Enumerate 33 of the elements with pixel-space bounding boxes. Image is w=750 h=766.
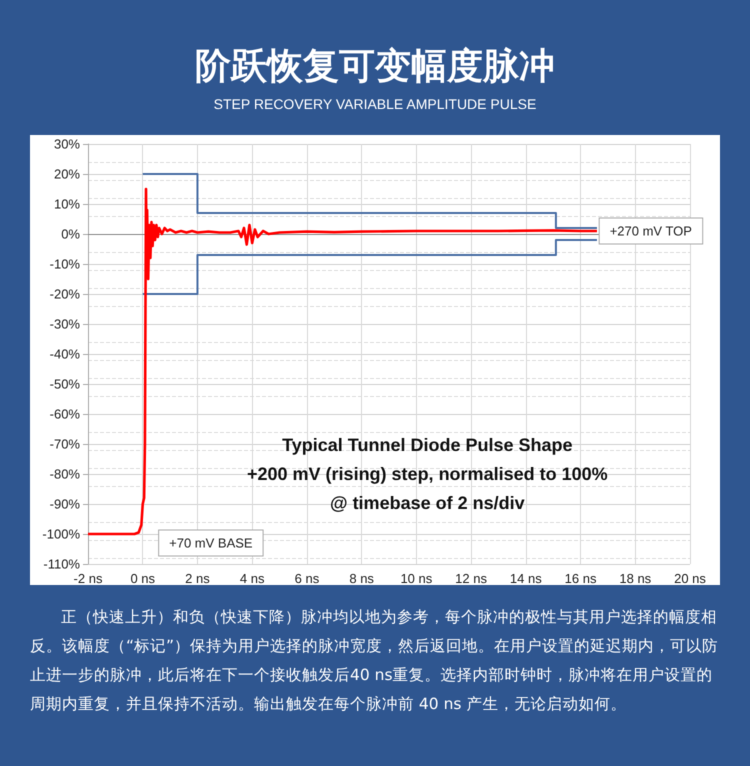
x-tick-label: 6 ns — [294, 571, 320, 586]
y-tick-label: 30% — [54, 136, 80, 152]
x-tick-label: 16 ns — [564, 571, 597, 586]
y-tick-label: -80% — [50, 466, 80, 482]
y-tick-label: -110% — [43, 556, 80, 572]
x-tick-label: -2 ns — [74, 571, 103, 586]
y-tick-label: -60% — [50, 406, 80, 422]
y-tick-label: -40% — [50, 346, 80, 362]
x-tick-label: 10 ns — [400, 571, 433, 586]
y-tick-label: 10% — [54, 196, 80, 212]
x-tick-label: 8 ns — [349, 571, 374, 586]
y-tick-label: -100% — [42, 526, 80, 542]
x-tick-label: 2 ns — [185, 571, 210, 586]
y-tick-label: -20% — [50, 286, 80, 302]
y-tick-label: -90% — [50, 496, 80, 512]
x-tick-label: 14 ns — [510, 571, 542, 586]
chart-subtitle: STEP RECOVERY VARIABLE AMPLITUDE PULSE — [212, 96, 538, 112]
x-tick-label: 0 ns — [130, 571, 156, 586]
y-tick-label: 20% — [54, 166, 80, 182]
x-tick-label: 12 ns — [455, 571, 488, 586]
x-tick-label: 4 ns — [240, 571, 265, 586]
y-tick-label: -70% — [50, 436, 80, 452]
y-tick-label: -50% — [50, 376, 80, 392]
annotation: +270 mV TOP — [610, 224, 692, 238]
x-tick-label: 20 ns — [674, 571, 706, 586]
annotation: +70 mV BASE — [169, 536, 253, 550]
annotation: Typical Tunnel Diode Pulse Shape +200 mV (rising) step, normalised to 100% @ timebase of 2 ns/div — [246, 435, 608, 513]
x-tick-label: 18 ns — [619, 571, 652, 586]
chart-title: 阶跃恢复可变幅度脉冲 — [194, 45, 556, 89]
y-tick-label: -10% — [50, 256, 80, 272]
y-tick-label: -30% — [50, 316, 80, 332]
text: 正（快速上升）和负（快速下降）脉冲均以地为参考，每个脉冲的极性与其用户选择的幅度相反。该幅度（“标记”）保持为用户选择的脉冲宽度，然后返回地。在用户设置的延迟期内，可以防止进一步的脉冲，此后将在下一个接收触发后40 ns重复。选择内部时钟时，脉冲将在用户设置的周期内重复，并且保持不活动。输出触发在每个脉冲前 40 ns 产生，无论启动如何。 — [30, 607, 720, 715]
y-tick-label: 0% — [61, 226, 80, 242]
